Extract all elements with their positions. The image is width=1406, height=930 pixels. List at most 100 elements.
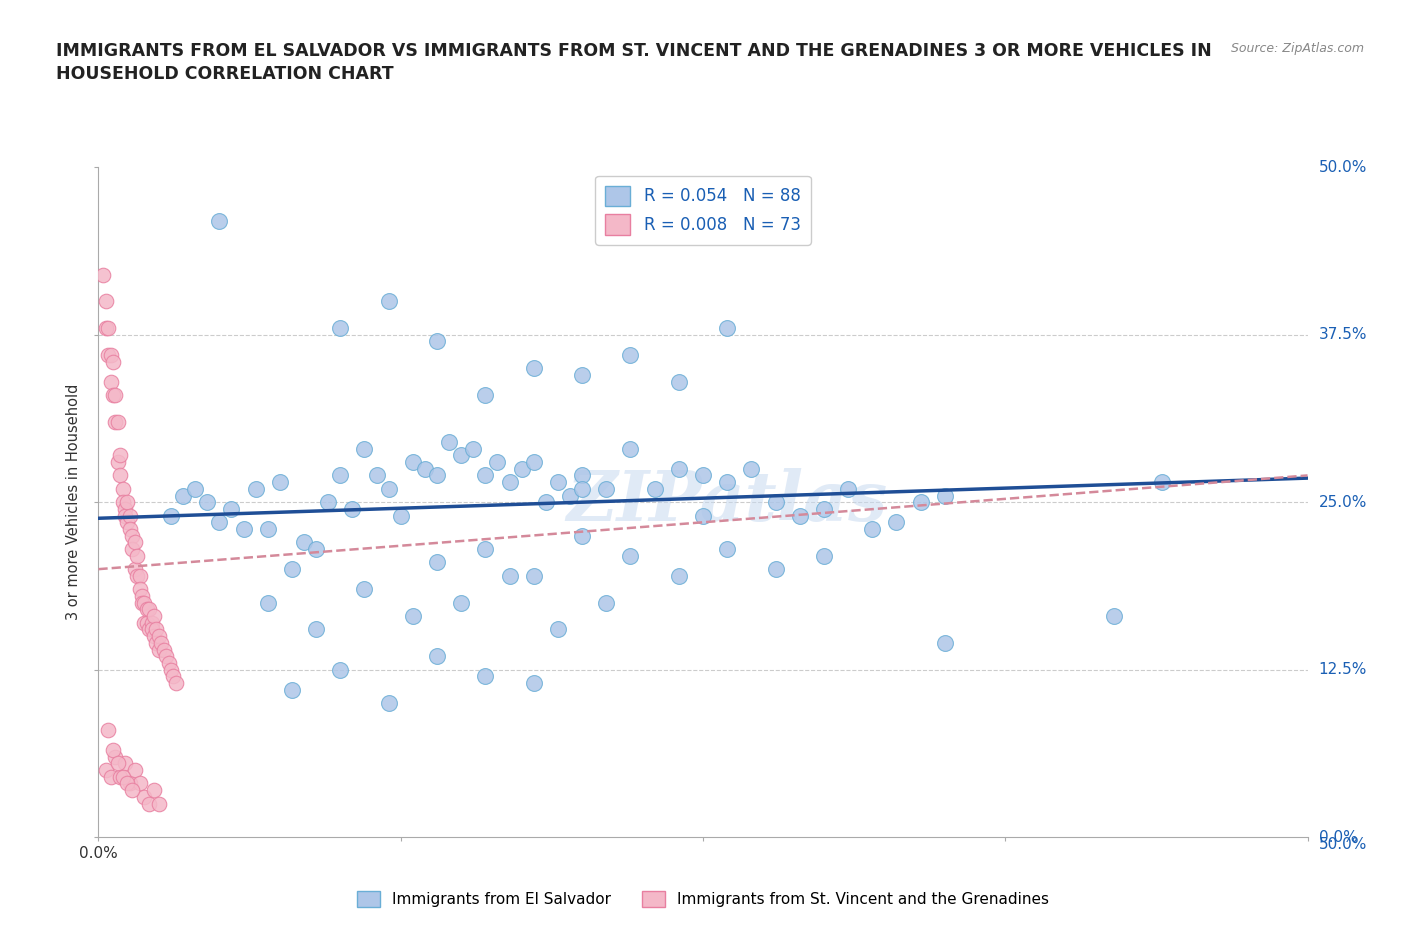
Point — [668, 568, 690, 583]
Point — [523, 361, 546, 376]
Point — [366, 468, 388, 483]
Point — [474, 669, 496, 684]
Point — [150, 635, 173, 650]
Point — [157, 656, 180, 671]
Point — [124, 763, 146, 777]
Point — [377, 294, 399, 309]
Point — [232, 522, 254, 537]
Point — [135, 602, 157, 617]
Point — [558, 488, 581, 503]
Point — [134, 595, 156, 610]
Text: 25.0%: 25.0% — [1319, 495, 1367, 510]
Point — [101, 354, 124, 369]
Point — [148, 629, 170, 644]
Text: 0.0%: 0.0% — [1319, 830, 1357, 844]
Point — [148, 642, 170, 657]
Point — [463, 441, 485, 456]
Point — [114, 756, 136, 771]
Point — [117, 515, 139, 530]
Point — [100, 348, 122, 363]
Point — [860, 522, 883, 537]
Point — [138, 622, 160, 637]
Point — [104, 750, 127, 764]
Point — [165, 675, 187, 690]
Point — [152, 642, 174, 657]
Point — [402, 608, 425, 623]
Point — [221, 501, 243, 516]
Point — [377, 482, 399, 497]
Point — [571, 367, 593, 382]
Point — [160, 508, 183, 523]
Point — [107, 455, 129, 470]
Point — [143, 783, 166, 798]
Point — [813, 501, 835, 516]
Point — [124, 535, 146, 550]
Point — [114, 501, 136, 516]
Point — [101, 388, 124, 403]
Point — [108, 448, 131, 463]
Point — [162, 669, 184, 684]
Point — [108, 468, 131, 483]
Y-axis label: 3 or more Vehicles in Household: 3 or more Vehicles in Household — [66, 384, 82, 620]
Point — [184, 482, 207, 497]
Point — [127, 549, 149, 564]
Point — [1152, 474, 1174, 489]
Point — [474, 388, 496, 403]
Point — [510, 461, 533, 476]
Point — [107, 415, 129, 430]
Point — [118, 776, 141, 790]
Point — [450, 595, 472, 610]
Point — [143, 629, 166, 644]
Point — [534, 495, 557, 510]
Point — [329, 321, 352, 336]
Point — [426, 468, 449, 483]
Point — [131, 589, 153, 604]
Point — [127, 568, 149, 583]
Text: 50.0%: 50.0% — [1319, 160, 1367, 175]
Point — [94, 321, 117, 336]
Text: ZIPatlas: ZIPatlas — [567, 469, 887, 536]
Text: 50.0%: 50.0% — [1319, 837, 1367, 852]
Point — [342, 501, 364, 516]
Point — [426, 334, 449, 349]
Point — [692, 508, 714, 523]
Point — [329, 662, 352, 677]
Point — [145, 635, 167, 650]
Point — [128, 776, 150, 790]
Point — [668, 461, 690, 476]
Point — [619, 549, 641, 564]
Point — [716, 541, 738, 556]
Point — [121, 783, 143, 798]
Point — [523, 675, 546, 690]
Point — [135, 616, 157, 631]
Point — [402, 455, 425, 470]
Point — [353, 582, 375, 597]
Point — [118, 522, 141, 537]
Point — [195, 495, 218, 510]
Point — [117, 495, 139, 510]
Point — [245, 482, 267, 497]
Point — [668, 374, 690, 389]
Point — [138, 796, 160, 811]
Point — [571, 528, 593, 543]
Point — [934, 635, 956, 650]
Point — [124, 562, 146, 577]
Point — [389, 508, 412, 523]
Point — [426, 555, 449, 570]
Point — [97, 321, 120, 336]
Point — [437, 434, 460, 449]
Point — [94, 294, 117, 309]
Point — [134, 790, 156, 804]
Point — [595, 482, 617, 497]
Point — [94, 763, 117, 777]
Point — [644, 482, 666, 497]
Point — [100, 769, 122, 784]
Point — [765, 495, 787, 510]
Legend: Immigrants from El Salvador, Immigrants from St. Vincent and the Grenadines: Immigrants from El Salvador, Immigrants … — [352, 884, 1054, 913]
Text: Source: ZipAtlas.com: Source: ZipAtlas.com — [1230, 42, 1364, 55]
Point — [934, 488, 956, 503]
Point — [97, 723, 120, 737]
Point — [316, 495, 339, 510]
Text: 37.5%: 37.5% — [1319, 327, 1367, 342]
Point — [486, 455, 509, 470]
